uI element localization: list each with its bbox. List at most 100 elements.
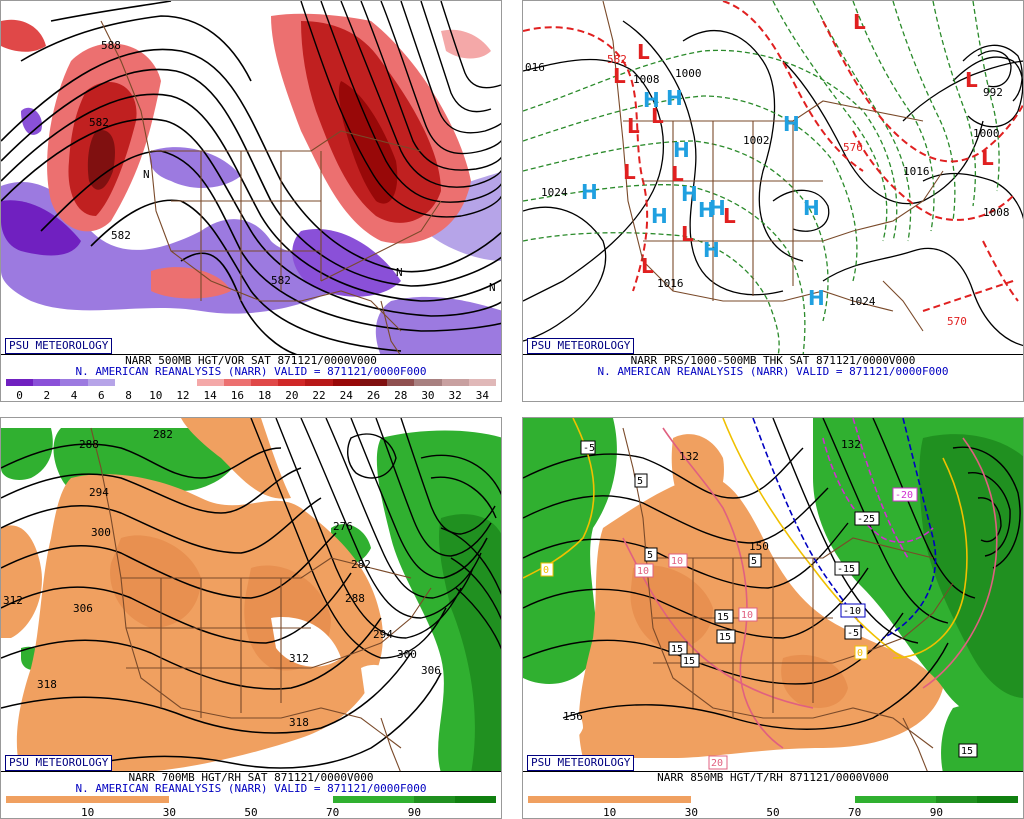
scale-swatch — [936, 796, 978, 803]
scale-swatch — [278, 379, 306, 386]
scale-swatch — [359, 379, 388, 386]
isobar-label: 1024 — [541, 186, 568, 199]
svg-text:15: 15 — [719, 632, 731, 643]
scale-tick-label: 34 — [475, 389, 489, 402]
temperature-850-map: -5 5 5 10 10 5 15 10 15 15 15 20 -10 -15… — [522, 417, 1024, 772]
contour-label: 582 — [111, 229, 131, 242]
svg-text:10: 10 — [637, 566, 649, 577]
color-scale-ticks: 0 2 4 6 8 10 12 14 16 18 20 22 24 26 28 30 32 34 — [6, 389, 496, 402]
psu-meteorology-badge: PSU METEOROLOGY — [5, 338, 113, 354]
scale-swatch — [305, 379, 333, 386]
map-title: NARR PRS/1000-500MB THK SAT 871121/0000V… — [630, 354, 916, 367]
svg-text:H: H — [808, 286, 825, 310]
scale-swatch — [468, 379, 496, 386]
svg-text:5: 5 — [637, 476, 643, 487]
panel-850mb-temperature: -5 5 5 10 10 5 15 10 15 15 15 20 -10 -15… — [522, 417, 1024, 819]
contour-label: 288 — [345, 592, 365, 605]
temperature-label: -10 — [840, 603, 866, 618]
svg-text:L: L — [627, 114, 640, 138]
scale-tick-label: 24 — [339, 389, 353, 402]
svg-text:5: 5 — [647, 550, 653, 561]
scale-tick-label: 18 — [257, 389, 272, 402]
scale-tick-label: 26 — [366, 389, 381, 402]
scale-swatch — [568, 796, 610, 803]
svg-text:L: L — [641, 254, 654, 278]
temperature-label: -20 — [892, 487, 918, 502]
contour-label: 282 — [153, 428, 173, 441]
scale-swatch — [6, 796, 47, 803]
marker-label: N — [396, 266, 403, 279]
scale-swatch — [772, 796, 814, 803]
map-subtitle: N. AMERICAN REANALYSIS (NARR) VALID = 87… — [75, 365, 427, 378]
contour-label: 306 — [73, 602, 93, 615]
svg-text:15: 15 — [671, 644, 683, 655]
scale-swatch — [6, 379, 34, 386]
contour-label: 312 — [289, 652, 309, 665]
temperature-label: 15 — [680, 653, 700, 668]
svg-text:L: L — [651, 104, 664, 128]
svg-text:H: H — [703, 238, 720, 262]
scale-swatch — [609, 796, 651, 803]
contour-label: 582 — [271, 274, 291, 287]
scale-tick-label: 0 — [16, 389, 23, 402]
isobar-label: 1008 — [983, 206, 1010, 219]
temperature-label: 15 — [668, 641, 688, 656]
svg-text:10: 10 — [741, 610, 753, 621]
scale-swatch — [332, 796, 374, 803]
contour-label: 300 — [397, 648, 417, 661]
scale-swatch — [528, 796, 569, 803]
temperature-label: 15 — [714, 609, 734, 624]
svg-text:H: H — [783, 112, 800, 136]
scale-swatch — [977, 796, 1018, 803]
color-scale-ticks: 10 30 50 70 90 — [6, 806, 496, 819]
isobar-label: 1002 — [743, 134, 770, 147]
color-scale — [528, 796, 1018, 803]
scale-tick-label: 32 — [448, 389, 462, 402]
isobar-label: 1016 — [657, 277, 684, 290]
scale-tick-label: 30 — [162, 806, 176, 819]
svg-text:H: H — [651, 204, 668, 228]
svg-text:10: 10 — [671, 556, 683, 567]
scale-tick-label: 50 — [244, 806, 258, 819]
temperature-label: 5 — [644, 547, 658, 562]
scale-swatch — [455, 796, 496, 803]
scale-tick-label: 2 — [43, 389, 51, 402]
isobar-label: 1000 — [973, 127, 1000, 140]
scale-swatch — [87, 796, 129, 803]
isobar-label: 1016 — [903, 165, 930, 178]
vorticity-map: 588 582 582 582 N N N PSU METEOROLOGY — [0, 0, 502, 355]
scale-swatch — [387, 379, 415, 386]
contour-label: 306 — [421, 664, 441, 677]
svg-text:-25: -25 — [857, 514, 875, 525]
svg-text:H: H — [581, 180, 598, 204]
scale-tick-label: 20 — [285, 389, 299, 402]
svg-text:-5: -5 — [583, 443, 595, 454]
svg-text:L: L — [623, 160, 636, 184]
svg-text:L: L — [681, 222, 694, 246]
svg-text:-10: -10 — [843, 606, 861, 617]
temperature-label: -5 — [844, 625, 862, 640]
svg-text:H: H — [666, 86, 683, 110]
scale-swatch — [441, 379, 469, 386]
panel-700mb-rh: 288 294 300 306 312 318 282 276 282 288 … — [0, 417, 502, 819]
contour-label: 588 — [101, 39, 121, 52]
contour-label: 318 — [289, 716, 309, 729]
svg-text:L: L — [723, 204, 736, 228]
scale-tick-label: 70 — [326, 806, 340, 819]
temperature-label: 5 — [748, 553, 762, 568]
contour-label: 156 — [563, 710, 583, 723]
scale-swatch — [414, 796, 456, 803]
isobar-label: 992 — [983, 86, 1003, 99]
svg-text:L: L — [613, 64, 626, 88]
svg-text:L: L — [853, 10, 866, 34]
contour-label: 132 — [841, 438, 861, 451]
scale-tick-label: 30 — [421, 389, 435, 402]
scale-swatch — [196, 379, 224, 386]
temperature-label: 15 — [716, 629, 736, 644]
map-title: NARR 850MB HGT/T/RH 871121/0000V000 — [657, 771, 889, 784]
scale-swatch — [60, 379, 88, 386]
scale-swatch — [895, 796, 937, 803]
temperature-label: 0 — [540, 562, 554, 577]
